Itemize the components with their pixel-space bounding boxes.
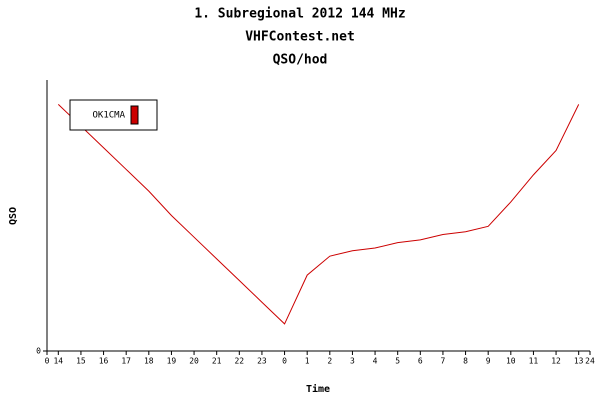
x-tick-label: 22 <box>234 357 244 366</box>
x-tick-label: 0 <box>45 357 50 366</box>
y-tick-label: 0 <box>36 347 41 356</box>
x-tick-label: 10 <box>506 357 516 366</box>
chart-subtitle: QSO/hod <box>273 53 328 68</box>
legend-box <box>69 99 158 131</box>
x-tick-label: 24 <box>585 357 595 366</box>
x-tick-label: 14 <box>53 357 63 366</box>
x-tick-label: 20 <box>189 357 199 366</box>
x-axis-label: Time <box>306 383 330 395</box>
x-tick-label: 15 <box>76 357 86 366</box>
x-tick-label: 12 <box>551 357 561 366</box>
legend-label: OK1CMA <box>92 111 125 121</box>
y-axis-label: QSO <box>8 207 19 225</box>
x-tick-label: 5 <box>395 357 400 366</box>
x-tick-label: 1 <box>305 357 310 366</box>
x-tick-label: 11 <box>529 357 539 366</box>
x-tick-label: 9 <box>486 357 491 366</box>
x-tick-label: 2 <box>327 357 332 366</box>
x-tick-label: 0 <box>282 357 287 366</box>
x-tick-label: 23 <box>257 357 267 366</box>
x-tick-label: 17 <box>121 357 131 366</box>
x-tick-label: 13 <box>574 357 584 366</box>
x-tick-label: 18 <box>144 357 154 366</box>
x-tick-label: 19 <box>167 357 177 366</box>
x-tick-label: 16 <box>99 357 109 366</box>
x-tick-label: 3 <box>350 357 355 366</box>
x-tick-label: 8 <box>463 357 468 366</box>
x-tick-label: 21 <box>212 357 222 366</box>
chart-subtitle: VHFContest.net <box>245 30 355 45</box>
x-tick-label: 7 <box>441 357 446 366</box>
chart-title: 1. Subregional 2012 144 MHz <box>194 7 405 22</box>
x-tick-label: 6 <box>418 357 423 366</box>
legend-swatch <box>130 105 139 125</box>
line <box>57 104 580 325</box>
x-tick-label: 4 <box>373 357 378 366</box>
